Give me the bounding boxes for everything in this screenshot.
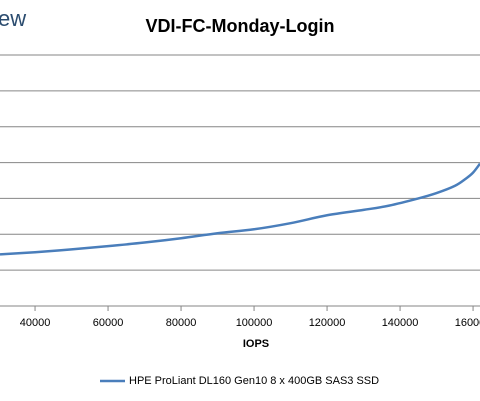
logo: ew [0,6,26,31]
series-line [0,162,480,256]
x-tick-label: 60000 [93,317,124,329]
x-tick-label: 40000 [20,317,51,329]
legend-label: HPE ProLiant DL160 Gen10 8 x 400GB SAS3 … [129,375,379,387]
chart-title: VDI-FC-Monday-Login [146,16,335,36]
x-tick-label: 140000 [382,317,419,329]
x-tick-label: 120000 [309,317,346,329]
x-tick-label: 100000 [236,317,273,329]
x-tick-label: 160000 [455,317,480,329]
x-tick-label: 80000 [166,317,197,329]
x-axis-label: IOPS [243,338,269,350]
